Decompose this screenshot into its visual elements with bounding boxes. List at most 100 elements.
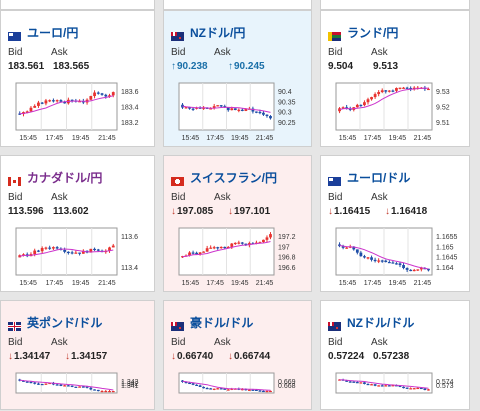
x-tick-label: 19:45 xyxy=(72,135,90,142)
candle-body xyxy=(29,381,33,384)
candle-body xyxy=(219,388,223,390)
price-chart[interactable]: 9.53 9.52 9.51 15:45 17:45 19:45 21:45 xyxy=(328,77,464,148)
y-tick-label: 196.6 xyxy=(278,265,296,272)
candle-body xyxy=(363,382,366,384)
price-chart[interactable]: 197.2 197 196.8 196.6 15:45 17:45 19:45 21:45 xyxy=(171,222,306,293)
currency-card[interactable]: ユーロ/円 Bid Ask 183.561 183.565 183.6 183.4 183.2… xyxy=(0,10,155,147)
price-chart[interactable]: 1.1655 1.165 1.1645 1.164 15:45 17:45 19:45 21:… xyxy=(328,222,464,293)
candle-body xyxy=(409,88,413,90)
currency-pair-name[interactable]: NZドル/円 xyxy=(190,25,246,40)
candle-body xyxy=(29,107,33,112)
currency-pair-name[interactable]: ユーロ/ドル xyxy=(347,170,411,185)
candle-body xyxy=(402,87,405,89)
candle-body xyxy=(423,388,427,390)
ask-value: ↓0.66744 xyxy=(228,351,270,362)
bid-number: 1.16415 xyxy=(334,206,371,217)
candle-body xyxy=(33,105,37,108)
currency-pair-name[interactable]: NZドル/ドル xyxy=(347,315,415,330)
candle-body xyxy=(366,99,370,103)
bid-label: Bid xyxy=(8,337,23,348)
candle-body xyxy=(247,389,251,391)
candle-body xyxy=(70,385,74,387)
price-chart[interactable]: 113.6 113.4 15:45 17:45 19:45 21:45 xyxy=(8,222,149,293)
candle-body xyxy=(59,100,63,102)
flag-icon xyxy=(328,173,341,186)
currency-pair-name[interactable]: 英ポンド/ドル xyxy=(27,315,103,330)
x-tick-label: 17:45 xyxy=(364,135,382,142)
currency-pair-title[interactable]: ユーロ/ドル xyxy=(328,170,411,186)
candle-body xyxy=(104,94,108,97)
arrow-up-icon: ↑ xyxy=(171,61,176,72)
flag-icon xyxy=(328,318,341,331)
candle-body xyxy=(419,268,423,270)
candle-body xyxy=(216,247,220,249)
currency-card[interactable]: 英ポンド/ドル Bid Ask ↓1.34147 ↓1.34157 1.343 1.342 1… xyxy=(0,300,155,410)
ask-value: 0.57238 xyxy=(373,351,409,362)
price-chart[interactable]: 183.6 183.4 183.2 15:45 17:45 19:45 21:45 xyxy=(8,77,149,148)
bid-number: 183.561 xyxy=(8,61,45,72)
candle-body xyxy=(258,390,262,392)
candle-body xyxy=(100,391,104,393)
candle-body xyxy=(230,108,234,111)
previous-row-strip xyxy=(0,0,155,10)
price-chart[interactable]: 90.4 90.35 90.3 90.25 15:45 17:45 19:45 21:45 xyxy=(171,77,306,148)
candle-body xyxy=(195,252,198,255)
bid-value: 113.596 xyxy=(8,206,44,217)
currency-pair-name[interactable]: スイスフラン/円 xyxy=(190,170,277,185)
bid-label: Bid xyxy=(171,47,186,58)
candle-body xyxy=(265,114,269,117)
candle-body xyxy=(89,248,93,253)
currency-card[interactable]: ランド/円 Bid Ask 9.504 9.513 9.53 9.52 9.51 15:45 17… xyxy=(320,10,470,147)
currency-pair-title[interactable]: 英ポンド/ドル xyxy=(8,315,103,331)
candle-body xyxy=(377,92,381,95)
candle-body xyxy=(387,262,391,264)
candle-body xyxy=(40,248,44,252)
candle-body xyxy=(216,105,220,107)
candle-body xyxy=(359,382,363,384)
currency-pair-name[interactable]: カナダドル/円 xyxy=(27,170,103,185)
ask-number: 0.57238 xyxy=(373,351,410,362)
flag-icon xyxy=(171,173,184,186)
candle-body xyxy=(93,248,96,251)
currency-pair-title[interactable]: カナダドル/円 xyxy=(8,170,103,186)
candle-body xyxy=(48,247,52,249)
x-tick-label: 17:45 xyxy=(364,280,382,287)
bid-number: 9.504 xyxy=(328,61,354,72)
currency-pair-title[interactable]: NZドル/円 xyxy=(171,25,246,41)
candle-body xyxy=(352,246,356,250)
ask-number: 1.34157 xyxy=(71,351,108,362)
currency-card[interactable]: スイスフラン/円 Bid Ask ↓197.085 ↓197.101 197.2 197 19… xyxy=(163,155,312,292)
candle-body xyxy=(269,116,272,119)
y-tick-label: 1.343 xyxy=(121,379,139,386)
moving-average-line xyxy=(182,241,271,258)
y-tick-label: 9.51 xyxy=(436,120,450,127)
candle-body xyxy=(48,100,52,102)
currency-card[interactable]: ユーロ/ドル Bid Ask ↓1.16415 ↓1.16418 1.1655 1.165 1… xyxy=(320,155,470,292)
candle-body xyxy=(348,381,352,383)
currency-card[interactable]: 豪ドル/ドル Bid Ask ↓0.66740 ↓0.66744 0.669 0.668 xyxy=(163,300,312,410)
currency-pair-name[interactable]: ユーロ/円 xyxy=(27,25,79,40)
candle-body xyxy=(348,108,352,110)
currency-pair-name[interactable]: 豪ドル/ドル xyxy=(190,315,254,330)
candle-body xyxy=(345,247,349,249)
candle-body xyxy=(44,100,48,104)
bid-value: ↑90.238 xyxy=(171,61,208,72)
candle-body xyxy=(188,252,191,256)
currency-pair-title[interactable]: ユーロ/円 xyxy=(8,25,79,41)
bid-label: Bid xyxy=(8,192,23,203)
currency-pair-title[interactable]: ランド/円 xyxy=(328,25,399,41)
currency-card[interactable]: NZドル/ドル Bid Ask 0.57224 0.57238 0.574 0.573 xyxy=(320,300,470,410)
candle-body xyxy=(338,379,341,381)
currency-pair-title[interactable]: 豪ドル/ドル xyxy=(171,315,254,331)
currency-card[interactable]: カナダドル/円 Bid Ask 113.596 113.602 113.6 113.4 15:… xyxy=(0,155,155,292)
candle-body xyxy=(40,102,44,104)
currency-pair-title[interactable]: スイスフラン/円 xyxy=(171,170,277,186)
currency-pair-title[interactable]: NZドル/ドル xyxy=(328,315,415,331)
currency-card[interactable]: NZドル/円 Bid Ask ↑90.238 ↑90.245 90.4 90.35 90.3 9… xyxy=(163,10,312,147)
candle-body xyxy=(395,88,398,91)
candle-body xyxy=(66,385,70,387)
currency-pair-name[interactable]: ランド/円 xyxy=(347,25,399,40)
